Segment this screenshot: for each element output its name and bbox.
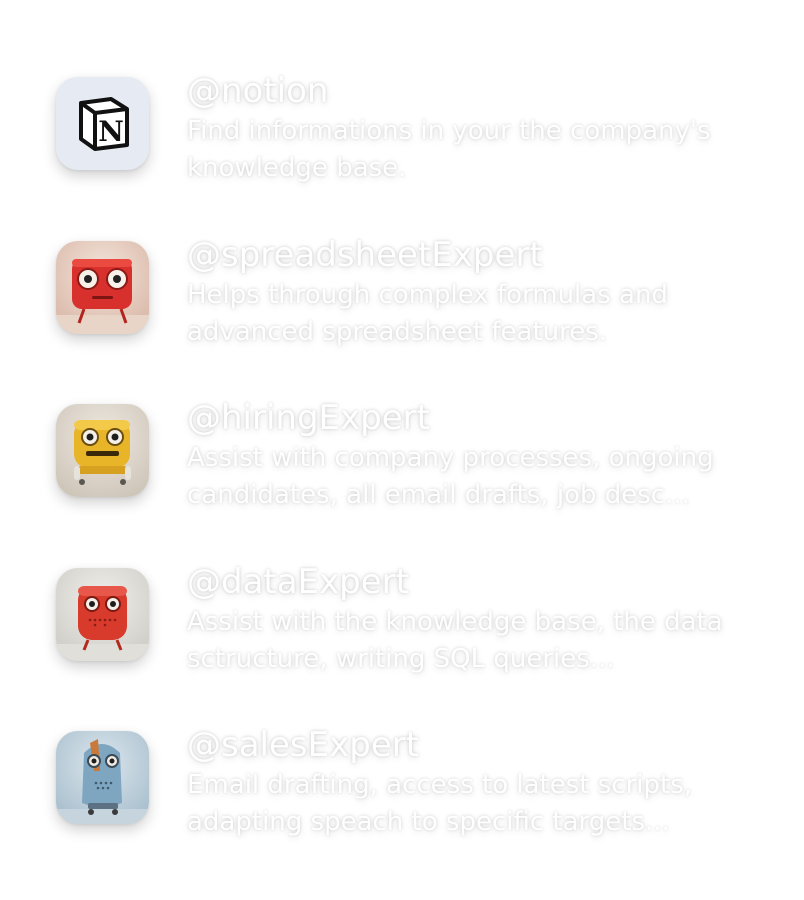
red-robot-icon (56, 240, 149, 334)
agent-handle: @notion (187, 71, 329, 111)
agent-item-spreadsheet-expert[interactable]: @spreadsheetExpert Helps through complex… (56, 235, 756, 405)
agent-text: @hiringExpert Assist with company proces… (187, 396, 732, 514)
notion-logo-icon: N (56, 77, 149, 170)
blue-robot-icon (56, 731, 149, 824)
agent-item-hiring-expert[interactable]: @hiringExpert Assist with company proces… (56, 398, 756, 568)
agent-item-notion[interactable]: N @notion Find informations in your the … (56, 71, 756, 241)
agent-text: @notion Find informations in your the co… (187, 69, 732, 187)
agent-handle: @spreadsheetExpert (187, 234, 543, 275)
agent-item-data-expert[interactable]: @dataExpert Assist with the knowledge ba… (56, 562, 756, 732)
agent-handle: @salesExpert (187, 725, 420, 765)
agent-description: Helps through complex formulas and advan… (187, 279, 668, 347)
yellow-robot-icon (56, 404, 149, 497)
svg-text:N: N (98, 115, 124, 148)
agent-handle: @hiringExpert (187, 398, 430, 438)
agent-description: Assist with the knowledge base, the data… (187, 606, 723, 674)
red-box-robot-icon (56, 567, 149, 661)
agent-description: Email drafting, access to latest scripts… (187, 770, 693, 837)
agent-text: @spreadsheetExpert Helps through complex… (187, 233, 732, 351)
agent-text: @dataExpert Assist with the knowledge ba… (187, 560, 732, 678)
agent-text: @salesExpert Email drafting, access to l… (187, 723, 732, 841)
agent-handle: @dataExpert (187, 561, 409, 602)
agent-list: N @notion Find informations in your the … (56, 71, 756, 895)
agent-item-sales-expert[interactable]: @salesExpert Email drafting, access to l… (56, 725, 756, 895)
agent-description: Find informations in your the company's … (187, 116, 711, 183)
agent-description: Assist with company processes, ongoing c… (187, 443, 714, 510)
